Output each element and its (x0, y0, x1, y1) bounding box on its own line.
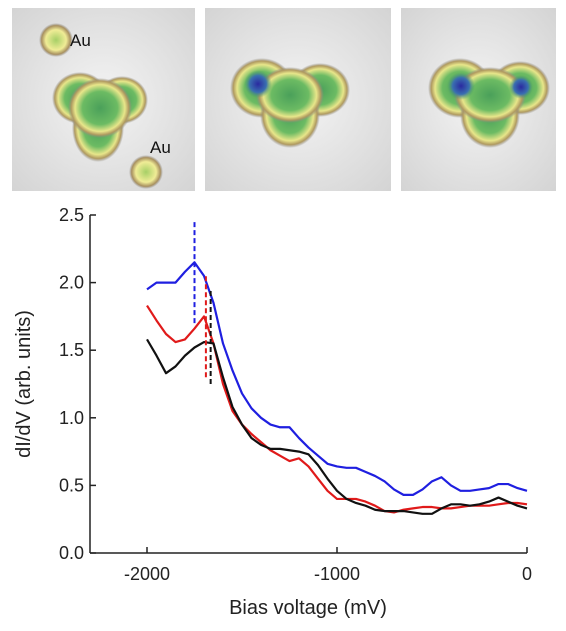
x-axis-label: Bias voltage (mV) (229, 597, 387, 619)
stm-image-1: Au Au (12, 8, 195, 191)
y-tick-label: 2.0 (59, 273, 84, 293)
y-tick-label: 0.0 (59, 543, 84, 563)
annotation: Au (150, 138, 171, 157)
stm-image-3 (401, 8, 556, 191)
series-line (146, 338, 528, 515)
plot: Bias voltage (mV) dI/dV (arb. units) 0.0… (13, 205, 532, 619)
y-tick-label: 1.5 (59, 340, 84, 360)
series-line (146, 304, 528, 514)
y-tick-label: 0.5 (59, 475, 84, 495)
series-line (146, 261, 528, 496)
x-tick-label: 0 (522, 564, 532, 584)
y-tick-label: 1.0 (59, 408, 84, 428)
stm-image-2 (205, 8, 391, 191)
x-tick-label: -1000 (314, 564, 360, 584)
y-axis-label: dI/dV (arb. units) (13, 310, 35, 458)
x-tick-label: -2000 (124, 564, 170, 584)
annotation: Au (70, 31, 91, 50)
y-tick-label: 2.5 (59, 205, 84, 225)
